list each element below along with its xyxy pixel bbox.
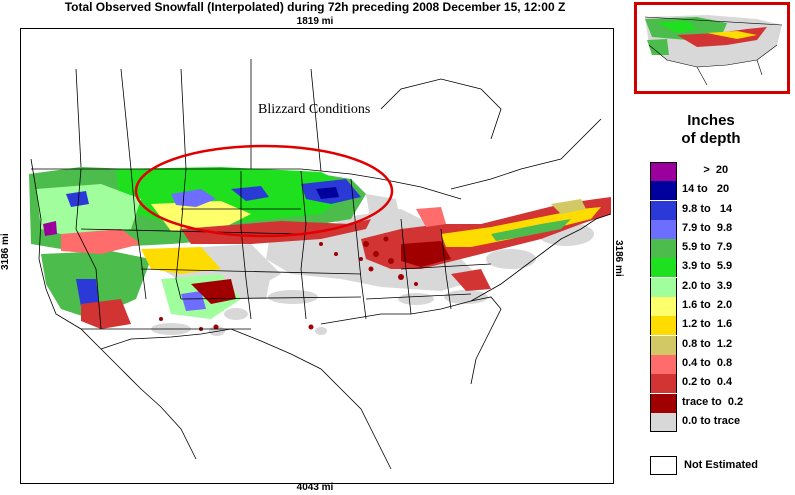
not-estimated-label: Not Estimated <box>684 459 758 471</box>
legend-swatch <box>650 335 677 355</box>
scale-right-label: 3186 mi <box>613 240 624 277</box>
inset-canvas <box>644 15 783 86</box>
legend-row: 5.9 to 7.9 <box>650 239 790 259</box>
legend-swatch <box>650 316 677 336</box>
legend-row: 0.2 to 0.4 <box>650 374 790 394</box>
legend-label: trace to 0.2 <box>682 395 744 408</box>
legend-label: > 20 <box>682 164 729 176</box>
legend-label: 5.9 to 7.9 <box>682 241 733 254</box>
overview-inset-map[interactable] <box>634 2 790 94</box>
east-snow-band <box>361 197 611 291</box>
legend-label: 0.2 to 0.4 <box>682 376 733 389</box>
legend-label: 7.9 to 9.8 <box>682 221 733 234</box>
legend-row: 0.4 to 0.8 <box>650 354 790 374</box>
legend-title-line1: Inches <box>687 112 735 129</box>
snow-bands <box>29 167 371 329</box>
legend-label: 2.0 to 3.9 <box>682 279 733 292</box>
legend-row: trace to 0.2 <box>650 393 790 413</box>
blizzard-annotation: Blizzard Conditions <box>258 102 371 117</box>
legend-swatch <box>650 354 677 374</box>
legend-swatch <box>650 162 677 181</box>
legend-row: 2.0 to 3.9 <box>650 277 790 297</box>
scale-top-label: 1819 mi <box>296 16 334 27</box>
scale-bottom-label: 4043 mi <box>296 482 334 493</box>
legend-row: 9.8 to 14 <box>650 200 790 220</box>
legend-title-line2: of depth <box>681 130 741 147</box>
legend-swatch <box>650 258 677 278</box>
legend-label: 1.2 to 1.6 <box>682 318 733 331</box>
legend-swatch <box>650 239 677 259</box>
legend-swatch <box>650 374 677 394</box>
legend-label: 0.4 to 0.8 <box>682 356 733 369</box>
legend-label: 3.9 to 5.9 <box>682 260 733 273</box>
legend-row: 3.9 to 5.9 <box>650 258 790 278</box>
legend-row: 1.2 to 1.6 <box>650 316 790 336</box>
legend-label: 9.8 to 14 <box>682 202 733 215</box>
legend-label: 0.8 to 1.2 <box>682 337 733 350</box>
legend-label: 1.6 to 2.0 <box>682 299 733 312</box>
legend-row: > 20 <box>650 162 790 181</box>
legend-swatch <box>650 393 677 413</box>
blizzard-highlight-ellipse <box>134 144 394 238</box>
snowfall-map[interactable] <box>20 28 614 484</box>
legend-row: 0.8 to 1.2 <box>650 335 790 355</box>
legend-swatch <box>650 219 677 239</box>
scale-left-label: 3186 mi <box>0 233 11 270</box>
scattered-snow-spots <box>159 236 418 331</box>
boundaries <box>30 59 612 470</box>
legend-swatch <box>650 200 677 220</box>
legend-label: 14 to 20 <box>682 183 730 196</box>
legend-swatch <box>650 412 677 432</box>
not-estimated-swatch <box>650 456 677 475</box>
legend-swatch <box>650 181 677 201</box>
legend-row: 1.6 to 2.0 <box>650 297 790 317</box>
map-canvas <box>29 59 612 470</box>
legend: > 20 14 to 20 9.8 to 14 7.9 to 9.8 5.9 to 7.… <box>650 162 790 432</box>
legend-label: 0.0 to trace <box>682 414 741 427</box>
legend-row: 7.9 to 9.8 <box>650 219 790 239</box>
legend-title: Inches of depth <box>636 112 786 148</box>
map-title: Total Observed Snowfall (Interpolated) d… <box>64 0 566 14</box>
legend-row: 0.0 to trace <box>650 412 790 432</box>
legend-swatch <box>650 277 677 297</box>
legend-row: 14 to 20 <box>650 181 790 201</box>
legend-swatch <box>650 297 677 317</box>
